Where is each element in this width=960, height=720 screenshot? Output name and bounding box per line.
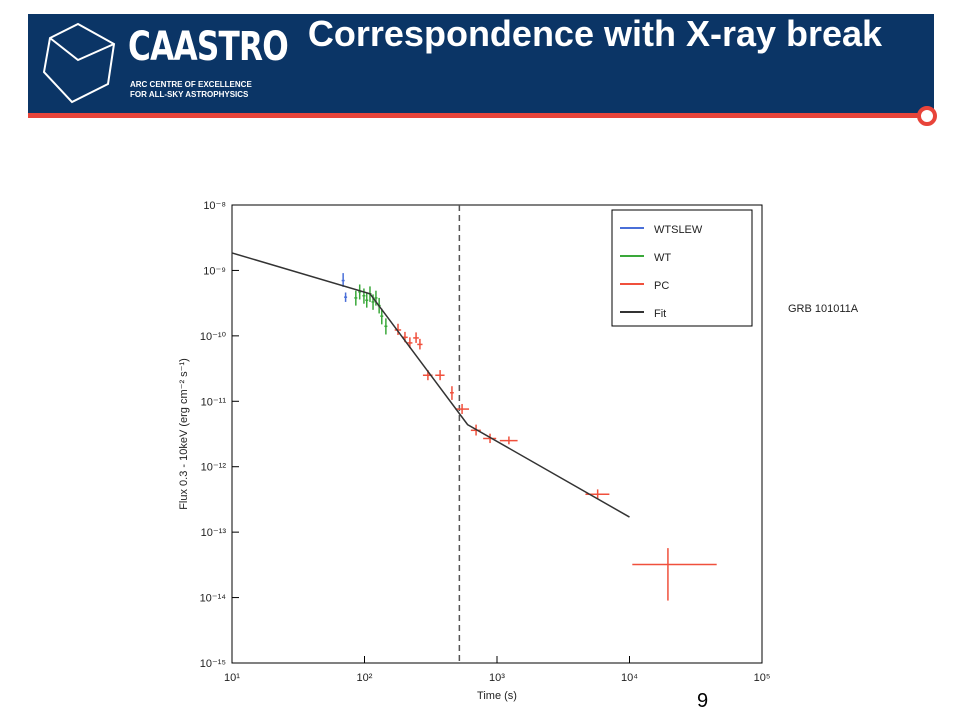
fit-line bbox=[231, 252, 630, 518]
x-tick-label: 10⁵ bbox=[754, 672, 771, 684]
logo-subtitle: ARC CENTRE OF EXCELLENCE bbox=[130, 80, 252, 89]
slide-number: 9 bbox=[697, 690, 709, 712]
y-axis-label: Flux 0.3 - 10keV (erg cm⁻² s⁻¹) bbox=[178, 358, 190, 510]
x-tick-label: 10⁴ bbox=[621, 672, 638, 684]
header-dot bbox=[917, 106, 937, 126]
legend-label: PC bbox=[654, 280, 669, 292]
x-tick-label: 10¹ bbox=[224, 672, 240, 684]
y-tick-label: 10⁻¹² bbox=[201, 462, 227, 474]
y-tick-label: 10⁻¹³ bbox=[201, 527, 227, 539]
logo-subtitle: FOR ALL-SKY ASTROPHYSICS bbox=[130, 90, 249, 99]
y-tick-label: 10⁻⁹ bbox=[203, 265, 226, 277]
legend-box bbox=[611, 209, 753, 327]
slide-title: Correspondence with X-ray break bbox=[307, 13, 883, 54]
legend-label: WTSLEW bbox=[654, 224, 703, 236]
logo-icon bbox=[42, 22, 116, 104]
annotation: GRB 101011A bbox=[788, 303, 859, 315]
logo-text: CAASTRO bbox=[128, 24, 289, 70]
legend-label: Fit bbox=[654, 308, 666, 320]
legend-label: WT bbox=[654, 252, 671, 264]
y-tick-label: 10⁻⁸ bbox=[203, 200, 226, 212]
y-tick-label: 10⁻¹⁰ bbox=[200, 331, 227, 343]
header-rule bbox=[28, 113, 926, 118]
x-axis-label: Time (s) bbox=[477, 690, 517, 702]
x-tick-label: 10³ bbox=[489, 672, 505, 684]
x-tick-label: 10² bbox=[357, 672, 373, 684]
y-tick-label: 10⁻¹¹ bbox=[201, 396, 227, 408]
header-banner bbox=[28, 14, 934, 114]
y-tick-label: 10⁻¹⁴ bbox=[200, 593, 227, 605]
y-tick-label: 10⁻¹⁵ bbox=[200, 658, 226, 670]
